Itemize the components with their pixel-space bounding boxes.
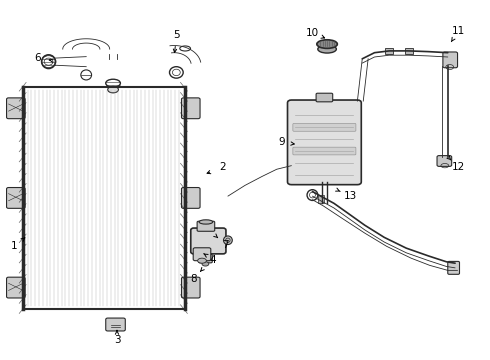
FancyBboxPatch shape	[293, 123, 356, 131]
FancyBboxPatch shape	[191, 228, 226, 254]
Bar	[405, 48, 413, 54]
Text: 11: 11	[451, 26, 465, 36]
FancyBboxPatch shape	[288, 100, 361, 185]
Text: 8: 8	[191, 274, 197, 284]
Text: 4: 4	[210, 255, 217, 265]
FancyBboxPatch shape	[6, 277, 25, 298]
Text: 7: 7	[222, 239, 229, 249]
Text: 3: 3	[114, 334, 121, 345]
Ellipse shape	[317, 40, 337, 48]
FancyBboxPatch shape	[316, 93, 333, 102]
FancyBboxPatch shape	[6, 188, 25, 208]
Text: 10: 10	[306, 28, 319, 38]
FancyBboxPatch shape	[193, 248, 211, 261]
FancyBboxPatch shape	[293, 147, 356, 155]
Text: 2: 2	[220, 162, 226, 172]
FancyBboxPatch shape	[437, 156, 452, 166]
FancyBboxPatch shape	[198, 254, 212, 263]
FancyBboxPatch shape	[181, 277, 200, 298]
Text: 1: 1	[11, 241, 18, 251]
Text: 5: 5	[173, 30, 180, 40]
Text: 6: 6	[34, 53, 41, 63]
Bar	[385, 48, 393, 54]
Ellipse shape	[197, 258, 206, 263]
Ellipse shape	[202, 262, 209, 266]
Ellipse shape	[318, 45, 336, 53]
FancyBboxPatch shape	[106, 318, 125, 331]
Text: 9: 9	[278, 138, 285, 147]
FancyBboxPatch shape	[448, 261, 460, 274]
FancyBboxPatch shape	[197, 221, 215, 231]
FancyBboxPatch shape	[6, 98, 25, 119]
FancyBboxPatch shape	[181, 98, 200, 119]
FancyBboxPatch shape	[181, 188, 200, 208]
Text: 12: 12	[451, 162, 465, 172]
FancyBboxPatch shape	[443, 52, 458, 68]
Ellipse shape	[108, 86, 119, 93]
Bar	[318, 195, 324, 203]
Ellipse shape	[223, 236, 232, 244]
Ellipse shape	[199, 220, 213, 224]
Text: 13: 13	[344, 191, 357, 201]
